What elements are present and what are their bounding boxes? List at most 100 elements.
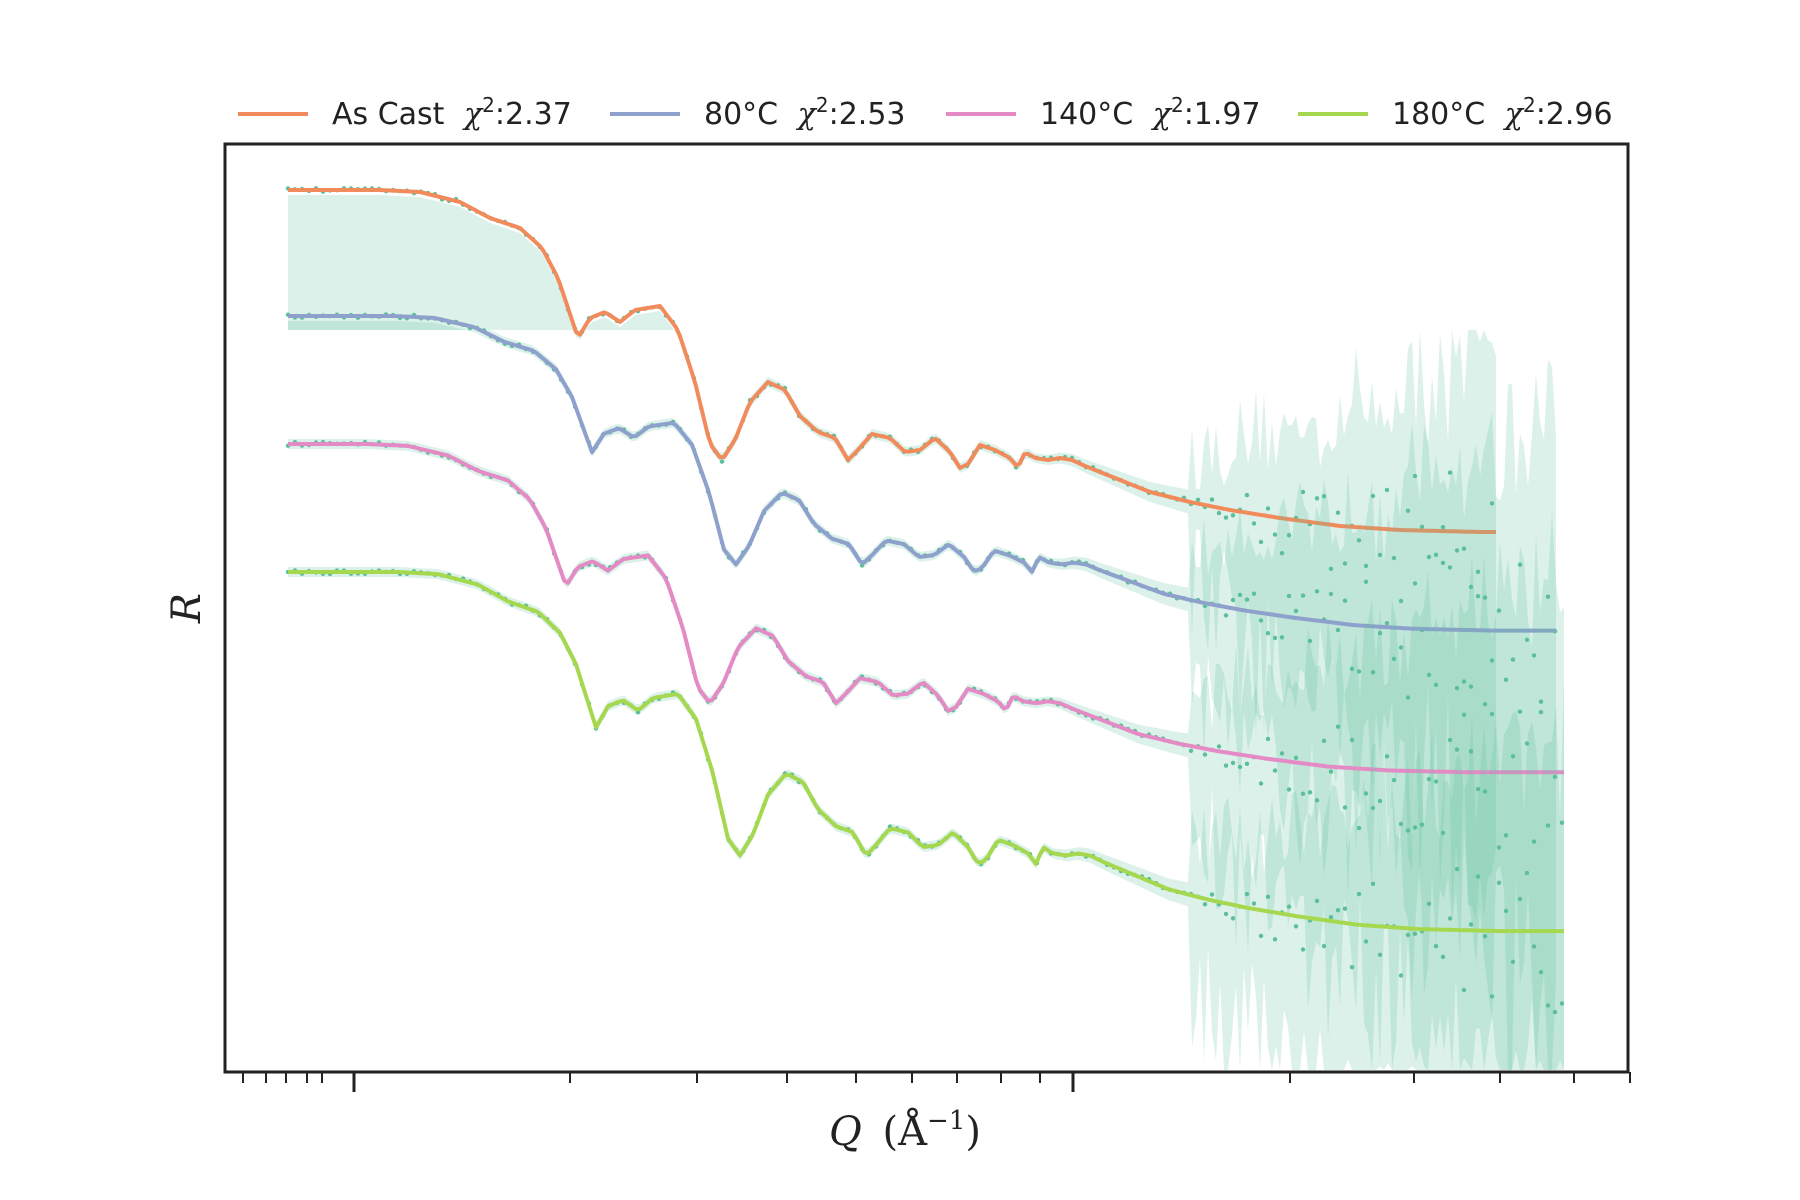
data-point xyxy=(1286,533,1292,538)
data-point xyxy=(1412,581,1418,586)
data-point xyxy=(1412,931,1418,936)
data-point xyxy=(1503,908,1509,914)
data-point xyxy=(1426,672,1432,678)
data-point xyxy=(1363,791,1369,796)
error-band-0 xyxy=(288,195,1496,922)
legend-entry-180c: 180°C χ2:2.96 xyxy=(1298,93,1613,132)
data-point xyxy=(1356,669,1362,674)
data-point xyxy=(1279,551,1285,556)
data-point xyxy=(1258,539,1264,545)
data-point xyxy=(1251,901,1257,906)
data-point xyxy=(1265,894,1271,899)
data-point xyxy=(1433,943,1439,949)
series-0 xyxy=(285,186,1496,922)
data-point xyxy=(1328,566,1334,571)
data-point xyxy=(1391,777,1397,783)
data-point xyxy=(1223,613,1229,618)
data-point xyxy=(1335,510,1341,515)
data-point xyxy=(1328,591,1334,597)
data-point xyxy=(1307,638,1313,644)
data-point xyxy=(1342,906,1348,911)
data-point xyxy=(1468,584,1474,590)
series-3 xyxy=(285,567,1565,1070)
data-point xyxy=(1510,657,1516,662)
data-point xyxy=(1482,789,1488,794)
data-point xyxy=(1230,597,1236,603)
data-point xyxy=(1461,712,1467,717)
error-band-1 xyxy=(288,321,1556,1070)
data-point xyxy=(1377,552,1383,558)
data-point xyxy=(1258,933,1264,939)
data-point xyxy=(1426,777,1432,782)
data-point xyxy=(1405,695,1411,700)
data-point xyxy=(1468,922,1474,927)
data-point xyxy=(1300,593,1306,598)
fit-line-2 xyxy=(288,442,1564,775)
data-point xyxy=(1237,764,1243,770)
data-point xyxy=(1461,679,1467,684)
data-point xyxy=(1272,937,1278,942)
data-point xyxy=(1447,737,1453,743)
data-point xyxy=(1440,830,1446,836)
data-point xyxy=(1475,569,1481,574)
data-point xyxy=(1293,924,1299,929)
data-point xyxy=(1503,677,1509,682)
data-point xyxy=(1468,749,1474,754)
data-point xyxy=(1447,916,1453,921)
data-point xyxy=(1426,901,1432,906)
data-point xyxy=(1545,823,1551,828)
data-point xyxy=(1538,699,1544,704)
data-point xyxy=(1475,594,1481,599)
data-point xyxy=(1454,548,1460,553)
data-point xyxy=(1356,538,1362,543)
data-point xyxy=(1419,822,1425,827)
data-point xyxy=(1370,493,1376,499)
data-point xyxy=(1412,825,1418,830)
data-point xyxy=(1517,709,1523,714)
series-1 xyxy=(285,312,1558,1070)
data-point xyxy=(1335,724,1341,729)
data-point xyxy=(1223,911,1229,917)
data-point xyxy=(1251,591,1257,596)
data-point xyxy=(1461,546,1467,551)
fit-line-3 xyxy=(288,570,1564,934)
y-axis-label: R xyxy=(164,593,210,624)
error-band-2 xyxy=(288,439,1564,1070)
error-band-3 xyxy=(288,567,1564,1070)
data-point xyxy=(1258,618,1264,623)
svg-text:140°C χ2:1.97: 140°C χ2:1.97 xyxy=(1040,93,1261,132)
data-point xyxy=(1405,508,1411,513)
data-point xyxy=(1433,682,1439,687)
data-point xyxy=(1377,798,1383,804)
data-point xyxy=(1468,684,1474,689)
data-point xyxy=(1349,965,1355,970)
data-point xyxy=(1314,496,1320,501)
data-point xyxy=(1531,944,1537,949)
data-point xyxy=(1545,594,1551,599)
data-point xyxy=(1405,828,1411,833)
data-point xyxy=(1335,908,1341,913)
data-point xyxy=(1440,525,1446,530)
data-point xyxy=(1286,787,1292,792)
data-point xyxy=(1370,670,1376,675)
data-point xyxy=(1398,598,1404,604)
data-point xyxy=(1244,761,1250,766)
data-point xyxy=(1524,741,1530,746)
data-point xyxy=(1314,798,1320,803)
data-point xyxy=(1307,790,1313,795)
data-point xyxy=(1454,747,1460,752)
data-point xyxy=(1496,880,1502,885)
data-point xyxy=(1398,645,1404,650)
legend-label-as-cast: As Cast xyxy=(332,97,445,132)
data-point xyxy=(1559,820,1565,825)
data-point xyxy=(1209,892,1215,897)
fit-line-0 xyxy=(288,188,1496,534)
data-point xyxy=(1545,1003,1551,1008)
data-point xyxy=(1412,473,1418,479)
data-point xyxy=(1370,805,1376,811)
data-point xyxy=(1524,637,1530,642)
data-point xyxy=(1314,589,1320,594)
data-point xyxy=(1216,744,1222,749)
data-point xyxy=(1258,781,1264,786)
